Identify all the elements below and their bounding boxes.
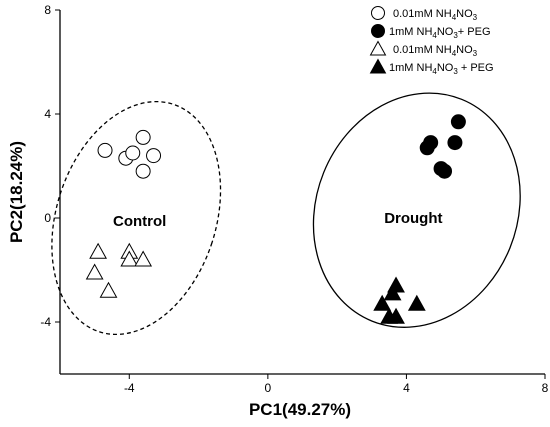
data-point-circle-open (97, 142, 113, 158)
data-point-circle-open (135, 129, 151, 145)
legend-entry-label: 1mM NH4NO3+ PEG (389, 26, 491, 40)
data-point-circle-filled (419, 140, 435, 156)
data-points (85, 114, 466, 324)
x-axis-label: PC1(49.27%) (249, 400, 351, 419)
x-tick-label: 4 (403, 381, 410, 395)
data-point-triangle-filled (373, 294, 392, 311)
data-point-triangle-filled (383, 284, 402, 301)
data-point-triangle-open (99, 281, 118, 298)
legend-marker-circle-open (371, 6, 385, 20)
group-label-control: Control (113, 213, 166, 230)
legend-marker-triangle-open (369, 40, 387, 56)
x-tick-label: -4 (124, 381, 135, 395)
data-point-triangle-open (89, 242, 108, 259)
data-point-circle-filled (447, 135, 463, 151)
legend-entry-label: 0.01mM NH4NO3 (393, 44, 478, 58)
data-point-circle-open (146, 148, 162, 164)
data-point-triangle-open (85, 263, 104, 280)
y-axis-label: PC2(18.24%) (7, 141, 26, 243)
data-point-circle-open (125, 145, 141, 161)
data-point-circle-open (135, 163, 151, 179)
data-point-triangle-filled (387, 307, 405, 324)
group-label-drought: Drought (384, 210, 442, 227)
legend-marker-circle-filled (371, 24, 385, 38)
y-tick-label: 4 (44, 107, 51, 121)
data-point-triangle-open (120, 250, 139, 267)
annotations: Control Drought (113, 210, 443, 230)
legend-marker-triangle-filled (369, 58, 387, 74)
x-tick-label: 8 (542, 381, 549, 395)
data-point-circle-filled (437, 163, 453, 179)
legend-entry-label: 0.01mM NH4NO3 (393, 8, 478, 22)
legend-entry-label: 1mM NH4NO3 + PEG (389, 62, 494, 76)
ticks: -4 0 4 8 -4 0 4 8 (40, 3, 548, 395)
y-tick-label: 0 (44, 211, 51, 225)
axes (59, 10, 545, 375)
data-point-triangle-open (134, 250, 153, 267)
legend: 0.01mM NH4NO3 1mM NH4NO3+ PEG 0.01mM NH4NO… (369, 6, 494, 76)
y-tick-label: -4 (40, 315, 51, 329)
data-point-triangle-filled (407, 294, 426, 311)
data-point-circle-filled (450, 114, 466, 130)
group-ellipse-drought (312, 92, 521, 328)
x-tick-label: 0 (265, 381, 272, 395)
y-tick-label: 8 (44, 3, 51, 17)
group-ellipses (51, 92, 521, 336)
